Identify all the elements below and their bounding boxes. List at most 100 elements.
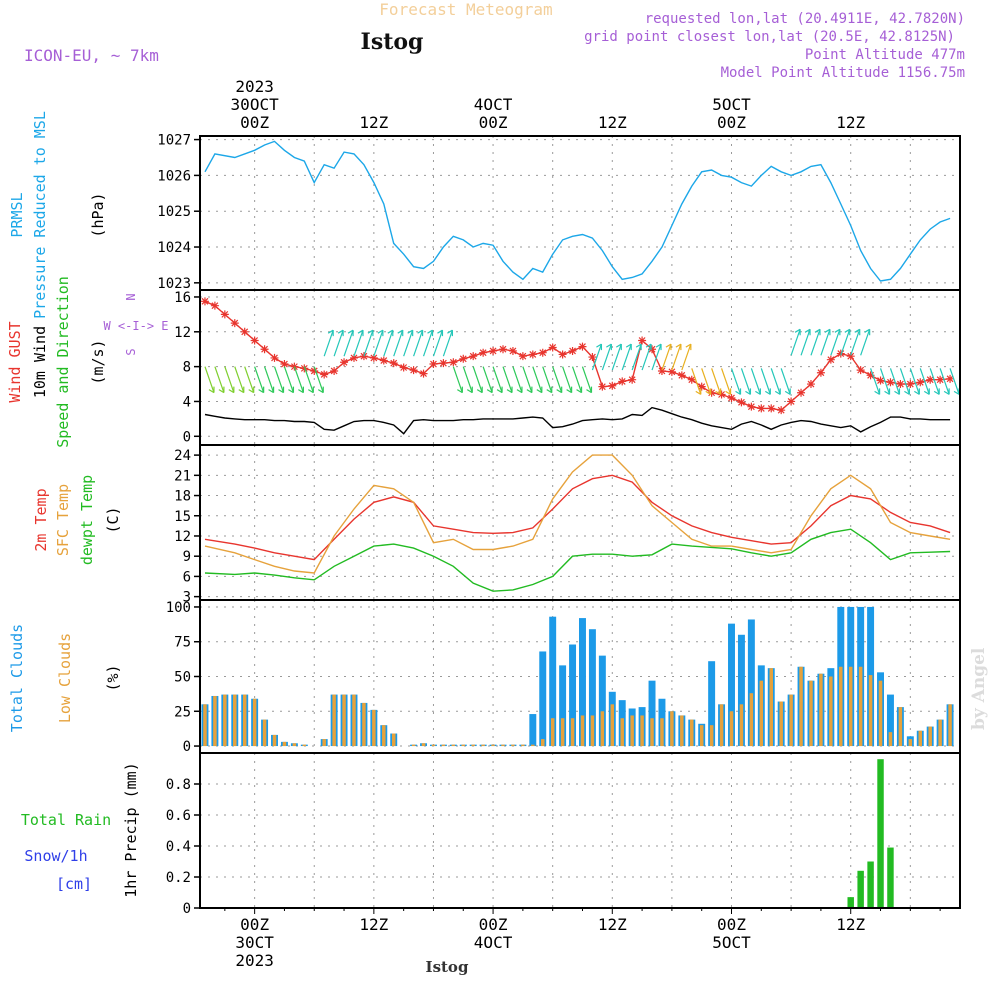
temperature-series-line bbox=[204, 454, 951, 574]
bottom-time-label: 00Z bbox=[240, 915, 269, 934]
temperature-ytick-label: 18 bbox=[174, 489, 191, 505]
wind-axis-label: Speed and Direction bbox=[54, 276, 72, 448]
wind-arrow-head bbox=[357, 329, 364, 337]
wind-gust-point bbox=[290, 362, 299, 371]
wind-gust-point bbox=[518, 352, 527, 361]
wind-arrow-head bbox=[506, 386, 513, 394]
top-time-label: 00Z bbox=[479, 113, 508, 132]
wind-direction-arrow bbox=[641, 343, 652, 371]
wind-arrow-head bbox=[536, 386, 543, 394]
top-time-label: 4OCT bbox=[474, 95, 513, 114]
wind-gust-point bbox=[926, 375, 935, 384]
wind-arrow-head bbox=[546, 386, 553, 394]
banner-title: Forecast Meteogram bbox=[379, 0, 552, 19]
low-cloud-bar bbox=[590, 715, 595, 747]
wind-direction-arrow bbox=[611, 343, 622, 371]
rain-bar bbox=[847, 897, 854, 908]
wind-direction-arrow bbox=[562, 366, 573, 393]
wind-direction-arrow bbox=[442, 329, 453, 357]
wind-direction-arrow bbox=[522, 366, 533, 393]
low-cloud-bar bbox=[699, 725, 704, 747]
low-cloud-bar bbox=[848, 666, 853, 747]
low-cloud-bar bbox=[799, 666, 803, 747]
total-cloud-bar bbox=[579, 618, 586, 747]
wind-direction-arrow bbox=[512, 366, 523, 393]
wind-gust-point bbox=[767, 404, 776, 413]
wind-arrow-head bbox=[784, 388, 791, 395]
wind-arrow-head bbox=[407, 329, 414, 337]
wind-direction-arrow bbox=[204, 366, 215, 393]
wind-arrow-head bbox=[566, 386, 573, 394]
wind-arrow-head bbox=[824, 328, 831, 336]
wind-gust-point bbox=[727, 393, 736, 402]
wind-direction-arrow bbox=[283, 366, 295, 393]
wind-direction-arrow bbox=[899, 368, 910, 395]
wind-direction-arrow bbox=[691, 368, 702, 395]
wind-gust-point bbox=[489, 346, 498, 355]
low-cloud-bar bbox=[918, 730, 922, 747]
wind-arrow-head bbox=[874, 388, 881, 395]
wind-direction-arrow bbox=[492, 366, 503, 393]
low-cloud-bar bbox=[819, 673, 823, 747]
wind-direction-arrow bbox=[542, 366, 553, 393]
wind-direction-arrow bbox=[870, 368, 881, 395]
temperature-axis-label: (C) bbox=[104, 506, 122, 533]
wind-gust-point bbox=[349, 353, 358, 362]
bottom-time-label: 00Z bbox=[479, 915, 508, 934]
low-cloud-bar bbox=[332, 694, 336, 747]
wind-direction-arrow bbox=[502, 366, 513, 393]
total-cloud-bar bbox=[886, 694, 894, 747]
wind-gust-point bbox=[628, 375, 637, 384]
wind-direction-arrow bbox=[721, 368, 732, 395]
low-cloud-bar bbox=[829, 676, 833, 747]
wind-gust-point bbox=[479, 348, 488, 357]
wind-direction-arrow bbox=[760, 368, 771, 395]
wind-direction-arrow bbox=[711, 368, 722, 395]
wind-gust-point bbox=[578, 342, 587, 351]
top-time-label: 2023 bbox=[235, 77, 274, 96]
wind-arrow-head bbox=[834, 328, 841, 336]
total-rain-label: Total Rain bbox=[21, 811, 111, 829]
low-cloud-bar bbox=[411, 744, 416, 747]
info-altitude: Point Altitude 477m bbox=[805, 47, 965, 63]
wind-gust-point bbox=[499, 345, 508, 354]
low-cloud-bar bbox=[878, 680, 883, 747]
wind-direction-arrow bbox=[750, 368, 761, 395]
wind-arrow-head bbox=[327, 329, 334, 337]
wind-gust-point bbox=[896, 380, 905, 389]
precip-axis-label: 1hr Precip (mm) bbox=[122, 762, 140, 897]
wind-arrow-head bbox=[387, 329, 394, 337]
top-time-label: 30OCT bbox=[231, 95, 280, 114]
wind-gust-point bbox=[250, 336, 259, 345]
wind-arrow-head bbox=[288, 386, 295, 394]
pressure-ytick-label: 1025 bbox=[157, 204, 191, 220]
wind-gust-point bbox=[598, 382, 607, 391]
wind-arrow-head bbox=[854, 328, 861, 336]
low-cloud-bar bbox=[898, 707, 903, 747]
wind-direction-arrow bbox=[234, 366, 245, 393]
low-cloud-bar bbox=[640, 715, 644, 747]
wind-gust-point bbox=[707, 388, 716, 397]
wind-gust-point bbox=[330, 366, 339, 375]
wind-arrow-head bbox=[774, 388, 781, 395]
wind-direction-arrow bbox=[432, 329, 444, 357]
low-cloud-bar bbox=[252, 698, 257, 747]
bottom-time-label: 12Z bbox=[359, 915, 388, 934]
wind-arrow-head bbox=[337, 329, 344, 337]
wind-direction-arrow bbox=[532, 366, 543, 393]
wind-gust-point bbox=[657, 366, 666, 375]
wind-direction-arrow bbox=[333, 329, 344, 357]
wind-direction-arrow bbox=[214, 366, 225, 393]
wind-arrow-head bbox=[695, 388, 702, 395]
total-cloud-bar bbox=[598, 655, 606, 747]
low-cloud-bar bbox=[620, 718, 624, 747]
precip-ytick-label: 0.6 bbox=[166, 808, 191, 824]
wind-arrow-head bbox=[308, 386, 314, 394]
wind-gust-point bbox=[230, 319, 239, 328]
low-cloud-bar bbox=[560, 718, 565, 747]
low-cloud-bar bbox=[769, 668, 773, 747]
wind-direction-arrow bbox=[393, 329, 404, 357]
wind-direction-arrow bbox=[581, 366, 593, 393]
clouds-axis-label: Low Clouds bbox=[56, 633, 74, 723]
